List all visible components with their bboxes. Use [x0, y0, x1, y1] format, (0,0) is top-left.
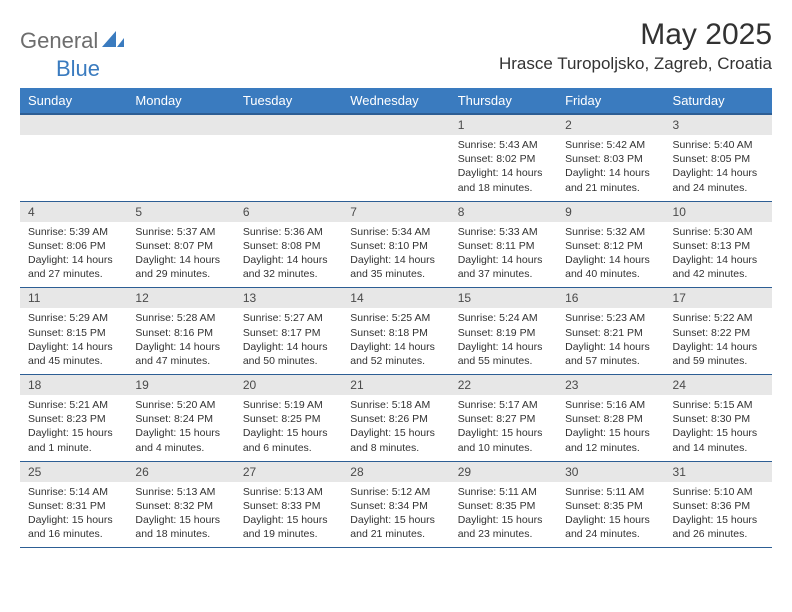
day-number: 31	[665, 461, 772, 482]
day-number: 12	[127, 288, 234, 309]
day-number: 23	[557, 375, 664, 396]
day-header: Sunday	[20, 88, 127, 114]
day-number	[20, 114, 127, 135]
day-header: Wednesday	[342, 88, 449, 114]
daynum-row: 123	[20, 114, 772, 135]
day-number: 8	[450, 201, 557, 222]
day-number: 29	[450, 461, 557, 482]
day-number: 25	[20, 461, 127, 482]
logo: General	[20, 18, 126, 54]
day-detail: Sunrise: 5:15 AMSunset: 8:30 PMDaylight:…	[665, 395, 772, 461]
calendar-table: Sunday Monday Tuesday Wednesday Thursday…	[20, 88, 772, 548]
detail-row: Sunrise: 5:21 AMSunset: 8:23 PMDaylight:…	[20, 395, 772, 461]
day-number: 7	[342, 201, 449, 222]
day-number: 14	[342, 288, 449, 309]
day-number: 11	[20, 288, 127, 309]
day-number: 3	[665, 114, 772, 135]
detail-row: Sunrise: 5:39 AMSunset: 8:06 PMDaylight:…	[20, 222, 772, 288]
day-detail: Sunrise: 5:28 AMSunset: 8:16 PMDaylight:…	[127, 308, 234, 374]
day-number: 19	[127, 375, 234, 396]
day-detail: Sunrise: 5:29 AMSunset: 8:15 PMDaylight:…	[20, 308, 127, 374]
day-detail: Sunrise: 5:39 AMSunset: 8:06 PMDaylight:…	[20, 222, 127, 288]
day-detail: Sunrise: 5:17 AMSunset: 8:27 PMDaylight:…	[450, 395, 557, 461]
detail-row: Sunrise: 5:43 AMSunset: 8:02 PMDaylight:…	[20, 135, 772, 201]
day-header: Thursday	[450, 88, 557, 114]
calendar-page: General May 2025 Hrasce Turopoljsko, Zag…	[0, 0, 792, 548]
day-number: 24	[665, 375, 772, 396]
day-number: 27	[235, 461, 342, 482]
day-detail: Sunrise: 5:11 AMSunset: 8:35 PMDaylight:…	[450, 482, 557, 548]
daynum-row: 11121314151617	[20, 288, 772, 309]
day-number: 26	[127, 461, 234, 482]
day-detail: Sunrise: 5:22 AMSunset: 8:22 PMDaylight:…	[665, 308, 772, 374]
day-detail: Sunrise: 5:37 AMSunset: 8:07 PMDaylight:…	[127, 222, 234, 288]
day-number: 4	[20, 201, 127, 222]
day-number: 17	[665, 288, 772, 309]
title-block: May 2025 Hrasce Turopoljsko, Zagreb, Cro…	[499, 18, 772, 74]
day-number: 1	[450, 114, 557, 135]
day-number: 13	[235, 288, 342, 309]
day-detail: Sunrise: 5:34 AMSunset: 8:10 PMDaylight:…	[342, 222, 449, 288]
day-detail	[235, 135, 342, 201]
day-header: Tuesday	[235, 88, 342, 114]
day-number: 10	[665, 201, 772, 222]
day-detail: Sunrise: 5:42 AMSunset: 8:03 PMDaylight:…	[557, 135, 664, 201]
day-number: 16	[557, 288, 664, 309]
day-detail: Sunrise: 5:12 AMSunset: 8:34 PMDaylight:…	[342, 482, 449, 548]
day-detail: Sunrise: 5:13 AMSunset: 8:33 PMDaylight:…	[235, 482, 342, 548]
day-detail: Sunrise: 5:11 AMSunset: 8:35 PMDaylight:…	[557, 482, 664, 548]
day-number: 5	[127, 201, 234, 222]
day-detail: Sunrise: 5:13 AMSunset: 8:32 PMDaylight:…	[127, 482, 234, 548]
day-detail: Sunrise: 5:23 AMSunset: 8:21 PMDaylight:…	[557, 308, 664, 374]
logo-text-general: General	[20, 28, 98, 54]
day-detail	[127, 135, 234, 201]
day-number	[342, 114, 449, 135]
day-header-row: Sunday Monday Tuesday Wednesday Thursday…	[20, 88, 772, 114]
day-number: 22	[450, 375, 557, 396]
day-detail: Sunrise: 5:21 AMSunset: 8:23 PMDaylight:…	[20, 395, 127, 461]
day-detail: Sunrise: 5:14 AMSunset: 8:31 PMDaylight:…	[20, 482, 127, 548]
day-detail	[20, 135, 127, 201]
day-detail	[342, 135, 449, 201]
day-detail: Sunrise: 5:24 AMSunset: 8:19 PMDaylight:…	[450, 308, 557, 374]
day-header: Saturday	[665, 88, 772, 114]
logo-text-blue: Blue	[56, 56, 100, 81]
day-header: Friday	[557, 88, 664, 114]
day-number: 9	[557, 201, 664, 222]
daynum-row: 45678910	[20, 201, 772, 222]
day-number: 21	[342, 375, 449, 396]
day-detail: Sunrise: 5:40 AMSunset: 8:05 PMDaylight:…	[665, 135, 772, 201]
day-detail: Sunrise: 5:19 AMSunset: 8:25 PMDaylight:…	[235, 395, 342, 461]
calendar-body: 123 Sunrise: 5:43 AMSunset: 8:02 PMDayli…	[20, 114, 772, 548]
day-detail: Sunrise: 5:25 AMSunset: 8:18 PMDaylight:…	[342, 308, 449, 374]
day-number: 15	[450, 288, 557, 309]
day-number: 20	[235, 375, 342, 396]
day-detail: Sunrise: 5:10 AMSunset: 8:36 PMDaylight:…	[665, 482, 772, 548]
detail-row: Sunrise: 5:14 AMSunset: 8:31 PMDaylight:…	[20, 482, 772, 548]
day-detail: Sunrise: 5:30 AMSunset: 8:13 PMDaylight:…	[665, 222, 772, 288]
day-number: 6	[235, 201, 342, 222]
day-detail: Sunrise: 5:43 AMSunset: 8:02 PMDaylight:…	[450, 135, 557, 201]
day-detail: Sunrise: 5:27 AMSunset: 8:17 PMDaylight:…	[235, 308, 342, 374]
day-detail: Sunrise: 5:33 AMSunset: 8:11 PMDaylight:…	[450, 222, 557, 288]
month-title: May 2025	[499, 18, 772, 52]
day-number: 30	[557, 461, 664, 482]
day-number: 28	[342, 461, 449, 482]
detail-row: Sunrise: 5:29 AMSunset: 8:15 PMDaylight:…	[20, 308, 772, 374]
daynum-row: 25262728293031	[20, 461, 772, 482]
day-number	[235, 114, 342, 135]
day-header: Monday	[127, 88, 234, 114]
day-number: 2	[557, 114, 664, 135]
day-detail: Sunrise: 5:18 AMSunset: 8:26 PMDaylight:…	[342, 395, 449, 461]
daynum-row: 18192021222324	[20, 375, 772, 396]
day-detail: Sunrise: 5:36 AMSunset: 8:08 PMDaylight:…	[235, 222, 342, 288]
day-detail: Sunrise: 5:32 AMSunset: 8:12 PMDaylight:…	[557, 222, 664, 288]
logo-sail-icon	[102, 29, 124, 54]
day-number: 18	[20, 375, 127, 396]
location-text: Hrasce Turopoljsko, Zagreb, Croatia	[499, 54, 772, 74]
day-number	[127, 114, 234, 135]
day-detail: Sunrise: 5:16 AMSunset: 8:28 PMDaylight:…	[557, 395, 664, 461]
day-detail: Sunrise: 5:20 AMSunset: 8:24 PMDaylight:…	[127, 395, 234, 461]
